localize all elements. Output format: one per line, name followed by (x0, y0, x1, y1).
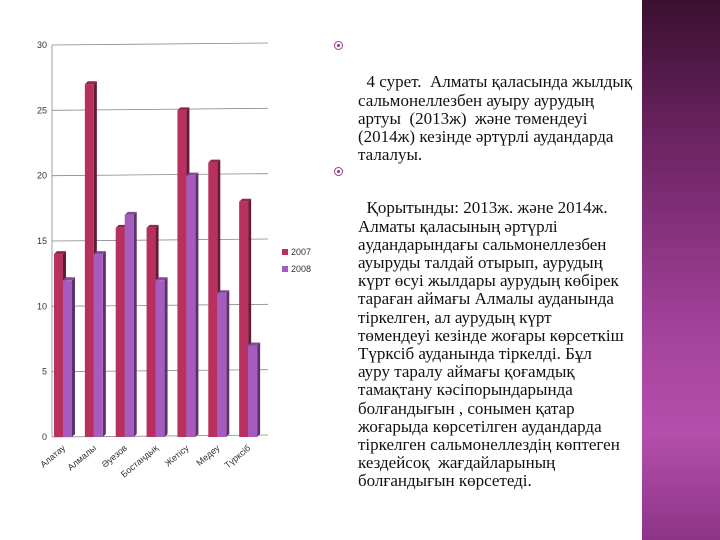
bar-2007 (84, 84, 94, 437)
y-tick-label: 15 (37, 236, 47, 246)
bar-top (155, 277, 168, 281)
bar-2008 (217, 293, 227, 437)
bar-side (195, 172, 199, 437)
bar-top (208, 159, 221, 163)
bullet-icon (334, 167, 343, 176)
bar-2007 (146, 227, 156, 437)
y-tick-label: 0 (42, 432, 47, 442)
x-tick-label: Алмалы (66, 443, 99, 473)
legend-swatch (282, 266, 288, 272)
decorative-side-panel (642, 0, 720, 540)
bar-2008 (155, 280, 165, 437)
x-tick-label: Әуезов (100, 443, 129, 470)
caption-paragraph: 4 сурет. Алматы қаласында жылдық сальмон… (334, 37, 688, 165)
gridline (51, 107, 269, 111)
gridline (51, 173, 269, 177)
bar-top (124, 211, 137, 215)
y-tick-label: 25 (37, 105, 47, 115)
bar-top (239, 198, 252, 202)
bar-2008 (248, 345, 258, 437)
y-tick-label: 10 (37, 301, 47, 311)
conclusion-paragraph: Қорытынды: 2013ж. және 2014ж. Алматы қал… (334, 163, 688, 491)
bar-2008 (124, 214, 134, 437)
caption-text: 4 сурет. Алматы қаласында жылдық сальмон… (358, 72, 633, 165)
bar-side (133, 211, 137, 437)
bar-2008 (93, 254, 103, 437)
x-tick-label: Алатау (38, 443, 67, 470)
bar-top (177, 107, 190, 111)
bar-side (102, 251, 106, 437)
bar-top (186, 172, 199, 176)
y-tick-label: 20 (37, 171, 47, 181)
y-tick-label: 30 (37, 40, 47, 50)
bar-2007 (208, 162, 218, 437)
bar-side (257, 342, 261, 437)
bar-top (217, 290, 230, 294)
x-tick-label: Медеу (194, 443, 222, 468)
bar-2008 (186, 175, 196, 437)
bullet-icon (334, 41, 343, 50)
bar-2007 (239, 201, 249, 437)
x-tick-label: Түрксіб (222, 443, 252, 470)
y-tick-label: 5 (42, 367, 47, 377)
bar-side (164, 277, 168, 437)
legend-label: 2007 (291, 247, 311, 257)
gridline (51, 42, 269, 46)
bar-2007 (54, 254, 63, 437)
bar-2008 (63, 280, 72, 437)
bar-top (248, 342, 261, 346)
conclusion-text: Қорытынды: 2013ж. және 2014ж. Алматы қал… (358, 198, 624, 491)
legend-swatch (282, 249, 288, 255)
bar-top (93, 251, 106, 255)
legend-label: 2008 (291, 264, 311, 274)
bar-side (226, 290, 230, 437)
bar-2007 (115, 227, 125, 437)
bar-top (63, 277, 75, 281)
bar-side (72, 277, 75, 437)
bar-2007 (177, 110, 187, 437)
gridline (51, 238, 269, 242)
bar-top (84, 81, 97, 85)
bar-top (54, 251, 66, 255)
x-tick-label: Жетісу (163, 443, 191, 469)
bar-top (146, 224, 159, 228)
